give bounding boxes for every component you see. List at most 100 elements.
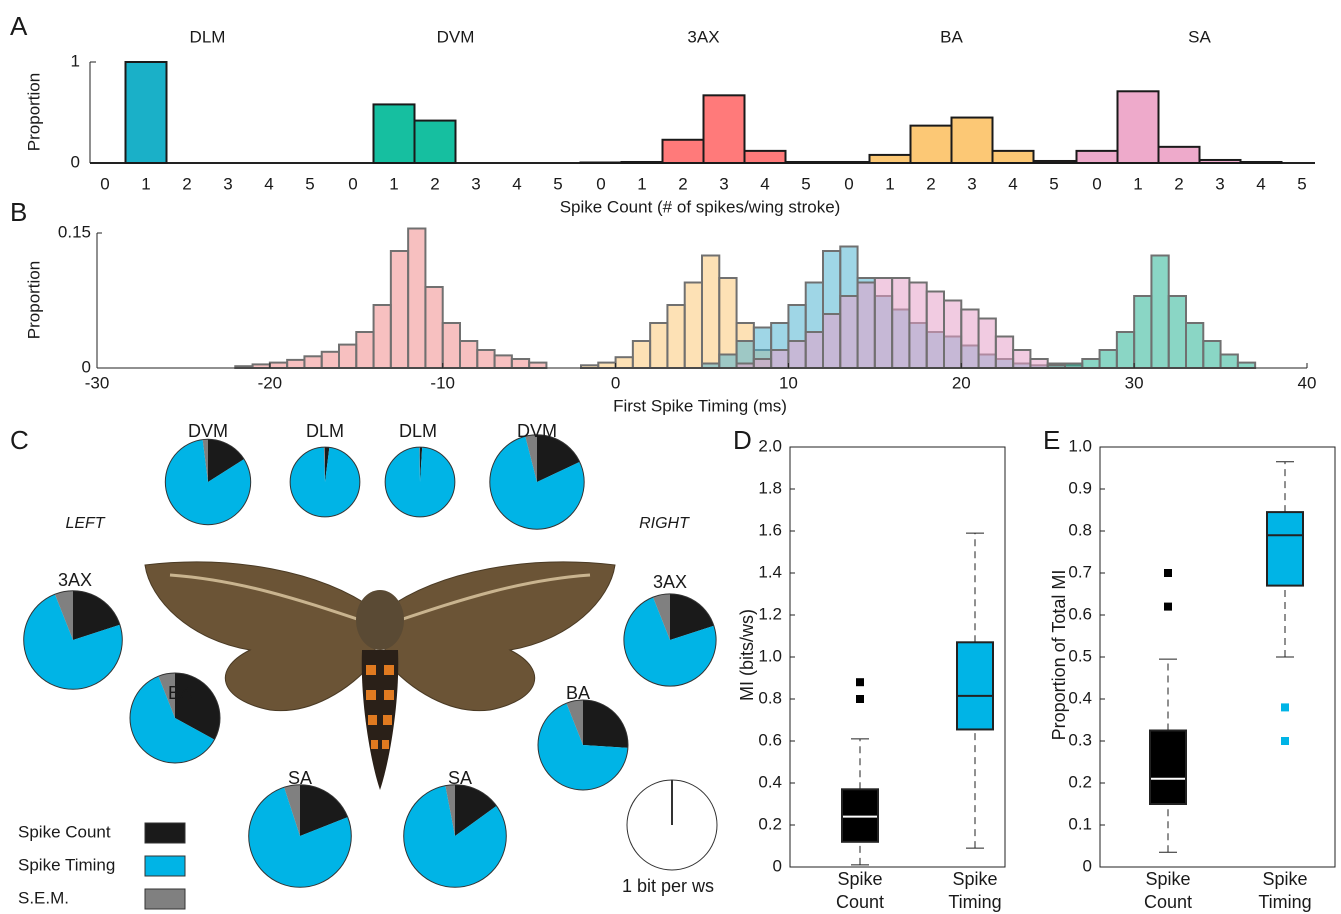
x-tick-label: 2: [678, 174, 687, 193]
y-tick-label: 0.4: [758, 772, 782, 791]
pie-slice: [566, 700, 583, 745]
y-tick-label: 1.8: [758, 478, 782, 497]
pie-outline: [164, 438, 252, 526]
pie-outline: [248, 784, 352, 888]
pie-label: DVM: [188, 421, 228, 441]
pie-outline: [289, 446, 361, 518]
histogram-bar: [441, 322, 462, 369]
box: [841, 788, 879, 843]
pie-slice: [202, 439, 208, 482]
x-tick-label: 4: [264, 174, 273, 193]
histogram-bar: [407, 227, 427, 369]
histogram-bar: [666, 304, 686, 369]
bar: [784, 160, 828, 165]
bar: [372, 103, 416, 164]
x-category-label: Spike Count: [835, 869, 885, 912]
histogram-bar: [718, 353, 738, 369]
pie-slice: [420, 447, 423, 482]
histogram-bar: [752, 358, 773, 369]
histogram-bar: [286, 358, 306, 369]
x-category-label: Spike Timing: [948, 869, 1002, 912]
histogram-bar: [943, 299, 963, 369]
legend-swatch: [144, 855, 186, 877]
x-category-label: Spike Timing: [1258, 869, 1312, 912]
histogram-bar: [372, 304, 392, 369]
histogram-bar: [614, 356, 634, 370]
panel-letter: A: [10, 11, 28, 41]
x-tick-label: 0: [100, 174, 109, 193]
x-tick-label: 5: [801, 174, 810, 193]
x-tick-label: 3: [471, 174, 480, 193]
bar: [1116, 90, 1160, 164]
pie-slice: [208, 439, 245, 482]
bar: [1157, 145, 1201, 164]
x-tick-label: 3: [719, 174, 728, 193]
pie-slice: [290, 447, 360, 517]
histogram-bar: [822, 313, 842, 369]
histogram-bar: [839, 295, 859, 369]
pie-slice: [23, 594, 123, 690]
y-tick-label: 0: [1083, 856, 1092, 875]
histogram-bar: [735, 362, 755, 369]
pie-outline: [129, 672, 221, 764]
pie-slice: [175, 673, 220, 740]
histogram-bar: [631, 340, 652, 369]
pie-slice: [419, 447, 420, 482]
moth-illustration: [144, 561, 616, 790]
x-category-label: Spike Count: [1143, 869, 1193, 912]
x-tick-label: 0: [611, 373, 620, 392]
histogram-bar: [1081, 358, 1101, 369]
histogram-bar: [476, 349, 496, 369]
bar: [124, 61, 168, 164]
bar: [1032, 159, 1076, 164]
x-tick-label: 0: [1092, 174, 1101, 193]
y-axis-label: MI (bits/ws): [737, 609, 757, 701]
x-tick-label: 2: [1174, 174, 1183, 193]
histogram-bar: [1219, 353, 1239, 369]
y-tick-label: 1.2: [758, 604, 782, 623]
pie-outline: [489, 434, 585, 530]
legend-swatch: [144, 822, 186, 844]
pie-label: DLM: [306, 421, 344, 441]
x-tick-label: 2: [926, 174, 935, 193]
histogram-bar: [1029, 358, 1049, 369]
x-tick-label: 4: [1256, 174, 1265, 193]
x-tick-label: 40: [1298, 373, 1317, 392]
pie-slice: [537, 434, 580, 482]
pie-slice: [248, 787, 352, 888]
pie-outline: [23, 590, 123, 690]
y-tick-label: 1.0: [758, 646, 782, 665]
histogram-bar: [597, 361, 617, 370]
y-tick-label: 0.4: [1068, 688, 1092, 707]
histogram-bar: [320, 350, 341, 369]
bar: [1198, 158, 1242, 165]
box: [1266, 511, 1304, 587]
x-tick-label: 4: [512, 174, 521, 193]
histogram-bar: [649, 322, 669, 369]
group-title: 3AX: [687, 27, 719, 46]
pie-label: BA: [168, 683, 192, 703]
histogram-bar: [1236, 361, 1257, 370]
side-label: RIGHT: [639, 515, 690, 532]
pie-slice: [385, 447, 455, 517]
group-title: DLM: [190, 27, 226, 46]
y-tick-label: 0.8: [1068, 520, 1092, 539]
x-tick-label: -20: [258, 373, 283, 392]
histogram-bar: [994, 335, 1015, 369]
histogram-bar: [701, 362, 721, 369]
histogram-bar: [873, 277, 894, 369]
y-axis-label: Proportion of Total MI: [1049, 570, 1069, 741]
histogram-bar: [977, 317, 997, 369]
histogram-bar: [683, 281, 704, 369]
x-tick-label: 1: [1133, 174, 1142, 193]
y-tick-label: 0.1: [1068, 814, 1092, 833]
bar: [743, 149, 787, 165]
pie-label: SA: [288, 768, 312, 788]
histogram-bar: [701, 254, 721, 369]
pie-slice: [165, 439, 251, 525]
histogram-bar: [268, 361, 289, 370]
x-tick-label: 5: [553, 174, 562, 193]
group-title: SA: [1188, 27, 1211, 46]
